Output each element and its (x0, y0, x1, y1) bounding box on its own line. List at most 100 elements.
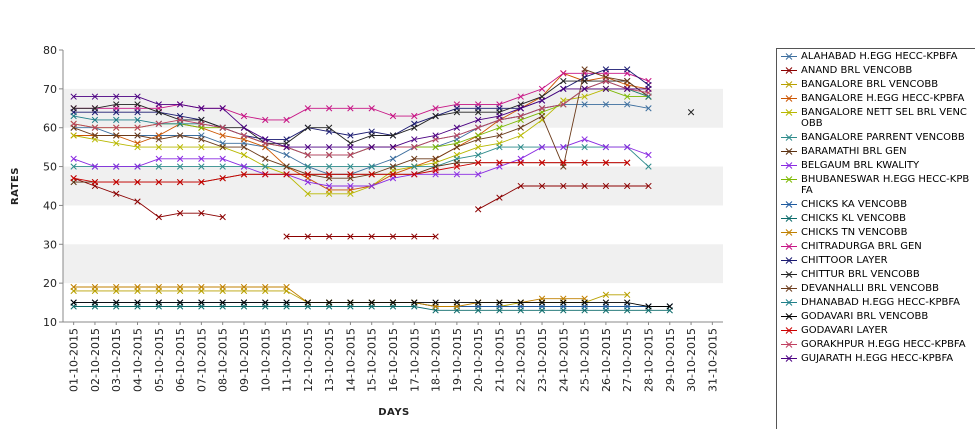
data-point (560, 299, 567, 306)
legend-item: BANGALORE PARRENT VENCOBB (777, 132, 975, 143)
data-point (155, 109, 162, 116)
x-tick-label: 20-10-2015 (472, 328, 485, 392)
data-point (538, 299, 546, 306)
legend-marker (781, 297, 797, 308)
series-line (73, 88, 649, 148)
legend-item: BANGALORE H.EGG HECC-KPBFA (777, 93, 975, 104)
data-point (581, 143, 588, 151)
data-point (304, 143, 311, 151)
legend-item: BHUBANESWAR H.EGG HECC-KPBFA (777, 174, 975, 196)
data-point (389, 155, 397, 162)
x-tick-label: 24-10-2015 (557, 328, 570, 392)
data-point (581, 136, 588, 143)
series-20 (70, 85, 652, 151)
data-point (475, 136, 482, 143)
data-point (176, 210, 184, 217)
data-point (624, 159, 631, 166)
data-point (624, 85, 631, 93)
data-point (176, 283, 184, 291)
data-point (517, 124, 524, 131)
data-point (219, 143, 226, 151)
x-tick-label: 08-10-2015 (217, 328, 230, 392)
data-point (262, 136, 269, 143)
data-point (304, 233, 311, 240)
data-point (517, 299, 524, 306)
data-point (475, 116, 482, 124)
data-point (283, 151, 290, 159)
data-point (411, 155, 418, 162)
data-point (70, 155, 77, 162)
data-point (198, 210, 205, 217)
data-point (262, 171, 269, 178)
legend-marker (781, 51, 797, 62)
legend: ALAHABAD H.EGG HECC-KPBFA ANAND BRL VENCO… (776, 48, 975, 429)
data-point (517, 132, 524, 139)
data-point (325, 190, 333, 197)
data-point (113, 163, 120, 170)
data-point (91, 132, 99, 139)
legend-marker (781, 311, 797, 322)
data-point (113, 132, 120, 139)
x-tick-label: 11-10-2015 (281, 328, 294, 392)
data-point (347, 299, 354, 306)
x-tick-label: 01-10-2015 (68, 328, 81, 392)
data-point (453, 109, 461, 116)
data-point (475, 307, 482, 314)
data-point (496, 112, 503, 120)
data-point (432, 155, 439, 162)
data-point (113, 299, 120, 306)
legend-marker (781, 199, 797, 210)
data-point (155, 299, 162, 306)
data-point (134, 163, 141, 170)
legend-marker (781, 107, 797, 118)
data-point (496, 159, 503, 166)
legend-label: BHUBANESWAR H.EGG HECC-KPBFA (801, 174, 970, 196)
data-point (581, 159, 588, 166)
data-point (113, 109, 120, 116)
legend-label: CHICKS TN VENCOBB (801, 227, 908, 238)
data-point (176, 143, 184, 151)
data-point (517, 112, 524, 120)
data-point (645, 182, 652, 190)
data-point (411, 299, 418, 306)
data-point (368, 182, 375, 190)
data-point (219, 132, 226, 139)
data-point (176, 132, 184, 139)
data-point (304, 151, 311, 159)
x-tick-label: 14-10-2015 (344, 328, 357, 392)
data-point (91, 163, 99, 170)
y-tick-label: 40 (43, 199, 57, 212)
x-tick-label: 23-10-2015 (536, 328, 549, 392)
legend-item: GODAVARI LAYER (777, 325, 975, 336)
x-tick-label: 02-10-2015 (89, 328, 102, 392)
data-point (581, 307, 588, 314)
x-tick-label: 07-10-2015 (195, 328, 208, 392)
y-tick-label: 70 (43, 83, 57, 96)
data-point (219, 283, 226, 291)
data-point (262, 116, 269, 124)
y-tick-label: 20 (43, 277, 57, 290)
series-11 (70, 283, 588, 310)
data-point (134, 109, 141, 116)
data-point (347, 132, 354, 139)
data-point (581, 66, 588, 73)
data-point (304, 178, 311, 186)
data-point (538, 182, 546, 190)
data-point (411, 233, 418, 240)
data-point (262, 163, 269, 170)
data-point (581, 85, 588, 93)
legend-marker (781, 132, 797, 143)
data-point (389, 233, 397, 240)
data-point (283, 283, 290, 291)
data-point (283, 116, 290, 124)
data-point (262, 299, 269, 306)
legend-label: GUJARATH H.EGG HECC-KPBFA (801, 353, 954, 364)
legend-label: CHICKS KL VENCOBB (801, 213, 907, 224)
legend-marker (781, 339, 797, 350)
legend-marker (781, 160, 797, 171)
data-point (624, 299, 631, 306)
data-point (645, 85, 652, 93)
data-point (134, 283, 141, 291)
data-point (453, 143, 461, 151)
legend-marker (781, 174, 797, 185)
